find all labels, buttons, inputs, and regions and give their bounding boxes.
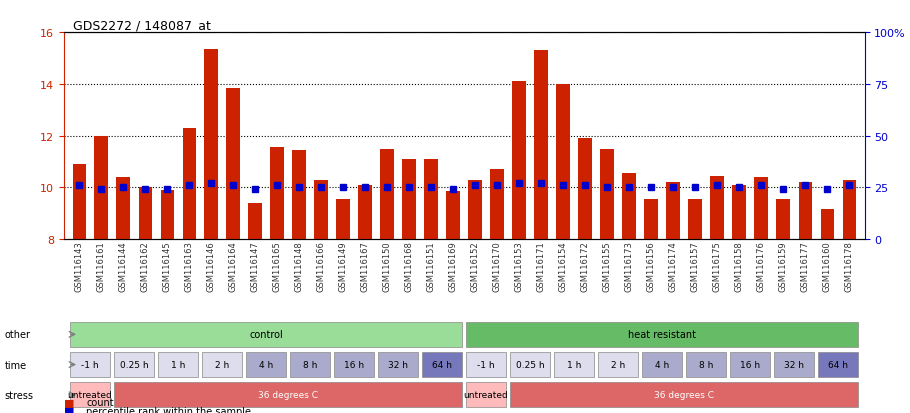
Bar: [73, 165, 86, 240]
Bar: [666, 183, 680, 240]
Bar: [424, 159, 438, 240]
Text: 2 h: 2 h: [611, 360, 625, 369]
Text: 2 h: 2 h: [215, 360, 229, 369]
Bar: [315, 180, 328, 240]
Text: 0.25 h: 0.25 h: [516, 360, 544, 369]
Bar: [534, 51, 548, 240]
Bar: [359, 185, 371, 240]
FancyBboxPatch shape: [70, 322, 462, 347]
FancyBboxPatch shape: [422, 352, 462, 377]
FancyBboxPatch shape: [115, 352, 154, 377]
Bar: [754, 178, 768, 240]
Bar: [469, 180, 481, 240]
Text: GDS2272 / 148087_at: GDS2272 / 148087_at: [73, 19, 211, 31]
Bar: [116, 178, 130, 240]
Text: 64 h: 64 h: [828, 360, 848, 369]
Text: untreated: untreated: [67, 390, 113, 399]
Text: count: count: [86, 397, 114, 407]
FancyBboxPatch shape: [731, 352, 770, 377]
Text: 32 h: 32 h: [784, 360, 804, 369]
Text: ■: ■: [64, 397, 75, 407]
FancyBboxPatch shape: [466, 352, 506, 377]
Text: 36 degrees C: 36 degrees C: [258, 390, 318, 399]
FancyBboxPatch shape: [290, 352, 330, 377]
FancyBboxPatch shape: [202, 352, 242, 377]
Text: 0.25 h: 0.25 h: [120, 360, 148, 369]
Text: 8 h: 8 h: [303, 360, 318, 369]
Bar: [227, 88, 239, 240]
Bar: [843, 180, 855, 240]
Bar: [183, 128, 196, 240]
FancyBboxPatch shape: [774, 352, 814, 377]
Bar: [160, 190, 174, 240]
Bar: [601, 149, 613, 240]
FancyBboxPatch shape: [247, 352, 286, 377]
Bar: [248, 204, 262, 240]
FancyBboxPatch shape: [818, 352, 858, 377]
Bar: [512, 82, 526, 240]
Bar: [821, 210, 834, 240]
Bar: [402, 159, 416, 240]
Text: 1 h: 1 h: [171, 360, 186, 369]
Text: 32 h: 32 h: [388, 360, 408, 369]
Text: time: time: [5, 360, 26, 370]
Text: percentile rank within the sample: percentile rank within the sample: [86, 406, 251, 413]
Text: 8 h: 8 h: [699, 360, 713, 369]
FancyBboxPatch shape: [70, 352, 110, 377]
Bar: [138, 188, 152, 240]
FancyBboxPatch shape: [598, 352, 638, 377]
Bar: [733, 185, 745, 240]
FancyBboxPatch shape: [334, 352, 374, 377]
Text: -1 h: -1 h: [477, 360, 495, 369]
Bar: [270, 148, 284, 240]
Bar: [689, 199, 702, 240]
Bar: [337, 199, 349, 240]
Text: 16 h: 16 h: [740, 360, 760, 369]
Bar: [776, 199, 790, 240]
Bar: [622, 174, 636, 240]
FancyBboxPatch shape: [642, 352, 682, 377]
Text: untreated: untreated: [464, 390, 509, 399]
Bar: [380, 149, 394, 240]
Text: stress: stress: [5, 390, 34, 400]
Bar: [447, 192, 460, 240]
Bar: [205, 50, 217, 240]
FancyBboxPatch shape: [466, 382, 506, 408]
Text: control: control: [249, 330, 283, 339]
FancyBboxPatch shape: [70, 382, 110, 408]
FancyBboxPatch shape: [158, 352, 197, 377]
Text: 4 h: 4 h: [655, 360, 669, 369]
Text: 16 h: 16 h: [344, 360, 364, 369]
Text: 4 h: 4 h: [259, 360, 273, 369]
FancyBboxPatch shape: [379, 352, 418, 377]
Text: -1 h: -1 h: [81, 360, 99, 369]
Bar: [798, 183, 812, 240]
Text: 36 degrees C: 36 degrees C: [654, 390, 714, 399]
Bar: [292, 150, 306, 240]
FancyBboxPatch shape: [554, 352, 594, 377]
Text: other: other: [5, 330, 31, 339]
Bar: [490, 170, 504, 240]
Bar: [711, 176, 723, 240]
FancyBboxPatch shape: [466, 322, 858, 347]
Text: 64 h: 64 h: [432, 360, 452, 369]
Bar: [644, 199, 658, 240]
FancyBboxPatch shape: [686, 352, 726, 377]
FancyBboxPatch shape: [511, 352, 550, 377]
Text: 1 h: 1 h: [567, 360, 581, 369]
Text: ■: ■: [64, 406, 75, 413]
Bar: [557, 85, 570, 240]
Bar: [95, 136, 107, 240]
FancyBboxPatch shape: [511, 382, 858, 408]
FancyBboxPatch shape: [115, 382, 462, 408]
Text: heat resistant: heat resistant: [628, 330, 696, 339]
Bar: [579, 139, 592, 240]
